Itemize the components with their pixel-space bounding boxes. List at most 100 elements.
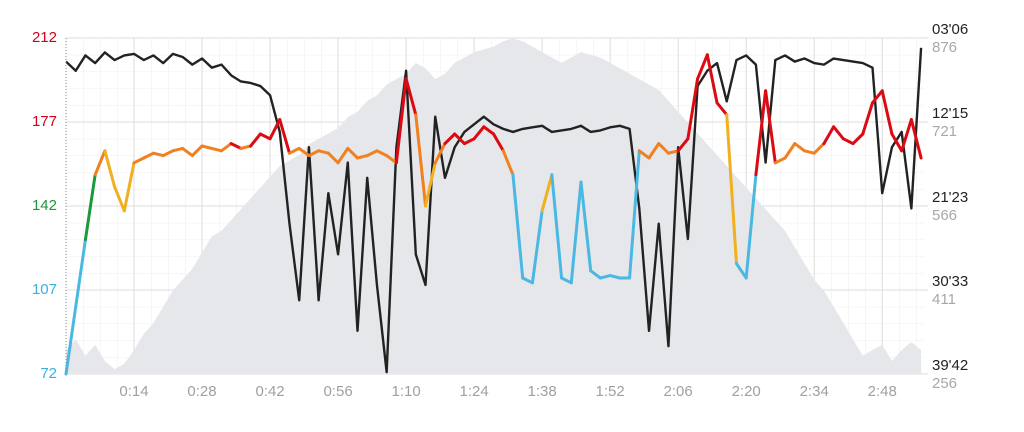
heart-rate-segment (74, 238, 87, 309)
heart-rate-segment (64, 305, 78, 376)
heart-rate-segment (909, 118, 923, 160)
heart-rate-segment (433, 142, 447, 165)
heart-rate-segment (151, 151, 165, 158)
heart-rate-segment (657, 142, 670, 155)
y-tick-label: 212 (32, 29, 57, 46)
heart-rate-segment (414, 113, 428, 208)
x-tick-label: 2:34 (800, 383, 829, 400)
heart-rate-segment (734, 262, 748, 280)
heart-rate-segment (103, 149, 117, 189)
x-tick-label: 1:52 (596, 383, 625, 400)
y-tick-label: 142 (32, 197, 57, 214)
pace-tick-label: 30'33 (932, 273, 968, 290)
heart-rate-segment (492, 132, 505, 153)
heart-rate-segment (647, 142, 661, 160)
heart-rate-segment (171, 146, 185, 153)
heart-rate-segment (589, 269, 602, 280)
heart-rate-segment (696, 53, 709, 81)
heart-rate-segment (802, 149, 816, 155)
heart-rate-segment (83, 173, 97, 242)
heart-rate-segment (93, 149, 107, 177)
heart-rate-segment (608, 274, 622, 280)
x-tick-label: 2:06 (664, 383, 693, 400)
heart-rate-segment (287, 146, 301, 155)
heart-rate-segment (822, 125, 836, 146)
heart-rate-segment (278, 118, 291, 155)
heart-rate-segment (501, 149, 515, 177)
x-tick-label: 1:38 (528, 383, 557, 400)
elevation-tick-label: 566 (932, 207, 957, 224)
pace-tick-label: 21'23 (932, 189, 968, 206)
heart-rate-segment (521, 276, 534, 285)
heart-rate-segment (851, 132, 865, 146)
heart-rate-segment (210, 146, 223, 153)
x-tick-label: 0:56 (323, 383, 352, 400)
heart-rate-segment (715, 101, 729, 117)
heart-rate-segment (550, 173, 564, 280)
heart-rate-segment (336, 146, 350, 165)
heart-rate-segment (812, 142, 826, 155)
heart-rate-segment (200, 144, 214, 150)
heart-rate-segment (297, 146, 311, 158)
heart-rate-segment (832, 125, 845, 141)
heart-rate-segment (871, 89, 884, 105)
heart-rate-segment (443, 132, 457, 146)
heart-rate-segment (764, 89, 777, 165)
heart-rate-segment (268, 118, 282, 141)
heart-rate-segment (365, 149, 379, 158)
y-tick-label: 107 (32, 281, 57, 298)
x-tick-label: 0:14 (119, 383, 148, 400)
heart-rate-segment (754, 89, 768, 177)
pace-tick-label: 12'15 (932, 105, 968, 122)
heart-rate-segment (890, 132, 904, 153)
y-tick-label: 177 (32, 113, 57, 130)
x-tick-label: 2:48 (868, 383, 897, 400)
x-tick-label: 0:28 (187, 383, 216, 400)
heart-rate-segment (190, 144, 204, 158)
heart-rate-segment (219, 142, 233, 153)
heart-rate-segment (725, 113, 738, 266)
heart-rate-segment (773, 156, 787, 165)
heart-rate-segment (307, 149, 321, 158)
heart-rate-segment (142, 151, 155, 160)
heart-rate-segment (880, 89, 894, 136)
heart-rate-segment (686, 77, 700, 141)
heart-rate-segment (637, 149, 651, 160)
elevation-area (66, 38, 922, 375)
elevation-tick-label: 411 (932, 291, 956, 308)
heart-rate-segment (560, 276, 573, 285)
heart-rate-segment (579, 180, 593, 273)
x-tick-label: 0:42 (255, 383, 284, 400)
heart-rate-segment (472, 125, 486, 141)
heart-rate-segment (161, 149, 175, 158)
heart-rate-segment (705, 53, 719, 105)
x-tick-label: 1:10 (391, 383, 420, 400)
heart-rate-segment (841, 137, 855, 146)
elevation-tick-label: 876 (932, 39, 957, 56)
heart-rate-segment (317, 149, 330, 155)
heart-rate-segment (181, 146, 194, 158)
heart-rate-segment (346, 146, 360, 160)
heart-rate-segment (783, 142, 797, 160)
heart-rate-segment (404, 77, 418, 117)
heart-rate-segment (385, 154, 398, 165)
heart-rate-segment (900, 118, 913, 153)
heart-rate-segment (113, 185, 126, 213)
plot (64, 37, 928, 376)
heart-rate-segment (229, 142, 243, 150)
heart-rate-segment (394, 77, 408, 165)
x-tick-label: 2:20 (732, 383, 761, 400)
elevation-tick-label: 721 (932, 123, 957, 140)
heart-rate-segment (326, 151, 340, 165)
heart-rate-segment (666, 149, 680, 155)
heart-rate-segment (424, 161, 437, 208)
pace-tick-label: 39'42 (932, 357, 968, 374)
heart-rate-segment (132, 156, 146, 165)
heart-rate-segment (569, 180, 583, 285)
heart-rate-segment (239, 144, 253, 150)
elevation-tick-label: 256 (932, 375, 957, 392)
heart-rate-segment (258, 132, 272, 141)
x-tick-label: 1:24 (460, 383, 489, 400)
heart-rate-segment (122, 161, 136, 213)
